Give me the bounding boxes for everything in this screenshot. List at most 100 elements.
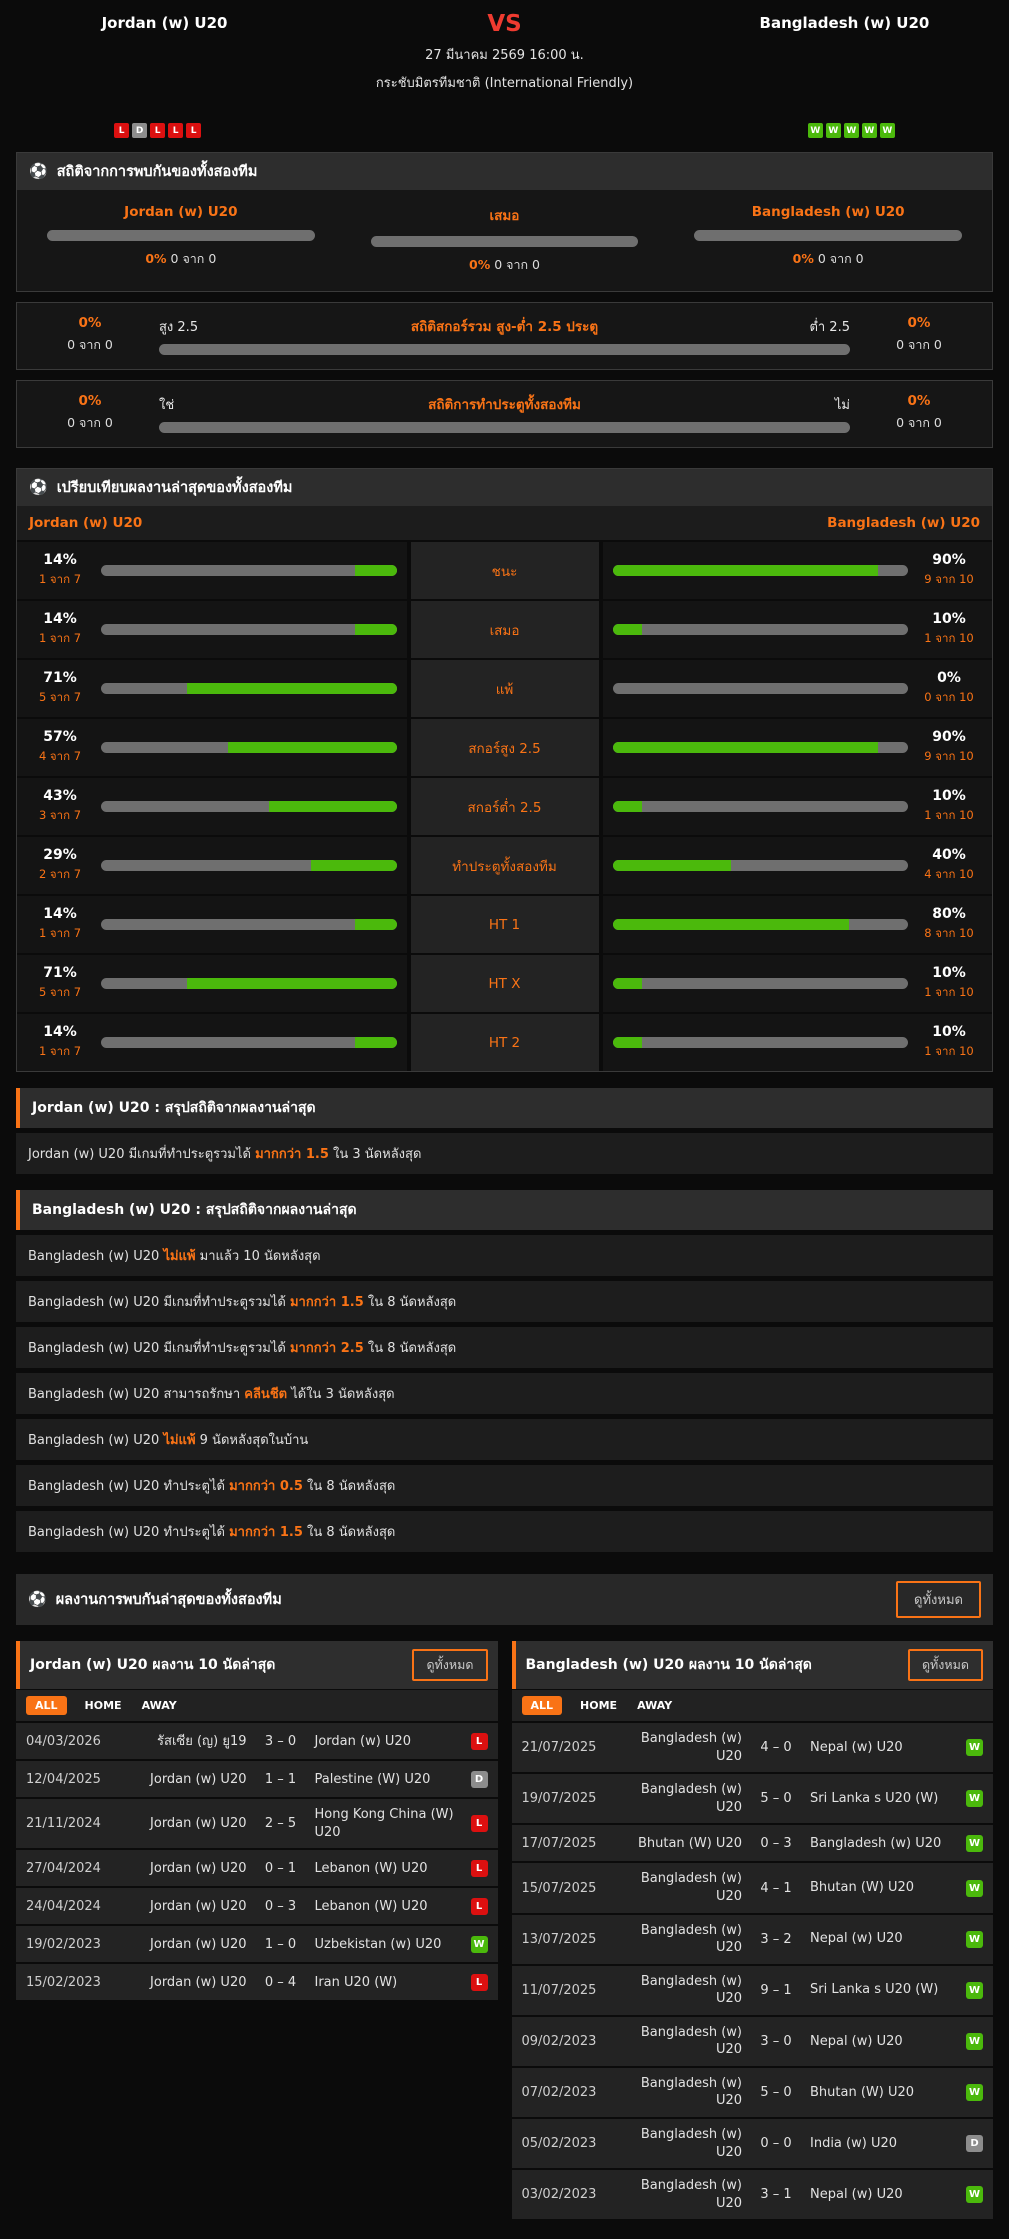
fact-text: Bangladesh (w) U20	[28, 1433, 164, 1449]
btts-bar	[159, 422, 850, 434]
match-date: 19/02/2023	[26, 1936, 101, 1952]
fact-text: Jordan (w) U20 มีเกมที่ทำประตูรวมได้	[28, 1147, 256, 1163]
home-bar	[101, 919, 397, 931]
away-view-all-button[interactable]: ดูทั้งหมด	[907, 1649, 983, 1682]
match-score: 9 – 1	[760, 1982, 792, 1998]
comparison-team-names: Jordan (w) U20 Bangladesh (w) U20	[17, 506, 992, 543]
h2h-bar	[370, 236, 639, 248]
match-row[interactable]: 05/02/2023 Bangladesh (w) U20 0 – 0 India (…	[511, 2118, 993, 2169]
match-home-team: Bangladesh (w) U20	[640, 1973, 742, 2007]
match-row[interactable]: 04/03/2026 รัสเซีย (ญ) ยู19 3 – 0 Jordan (w…	[16, 1723, 498, 1760]
ou-over-label: สูง 2.5	[159, 320, 199, 336]
match-row[interactable]: 21/07/2025 Bangladesh (w) U20 4 – 0 Nepal (…	[511, 1723, 993, 1773]
match-away-team: Nepal (w) U20	[810, 1931, 903, 1947]
match-row[interactable]: 24/04/2024 Jordan (w) U20 0 – 3 Lebanon (W)…	[16, 1888, 498, 1925]
match-date: 24/04/2024	[26, 1898, 101, 1914]
match-home-team: Bhutan (W) U20	[637, 1835, 742, 1851]
ou-under-label: ต่ำ 2.5	[809, 320, 850, 336]
comparison-away-cell: 90% 9 จาก 10	[602, 719, 992, 777]
view-all-button[interactable]: ดูทั้งหมด	[896, 1581, 981, 1619]
recent-section-title: ผลงานการพบกันล่าสุดของทั้งสองทีม	[55, 1592, 282, 1609]
match-result: W	[961, 2032, 983, 2050]
home-percent: 71%	[43, 670, 77, 687]
match-row[interactable]: 15/07/2025 Bangladesh (w) U20 4 – 1 Bhutan …	[511, 1863, 993, 1913]
away-fraction: 8 จาก 10	[924, 926, 974, 941]
recent-form-panels: Jordan (w) U20 ผลงาน 10 นัดล่าสุด ดูทั้ง…	[16, 1641, 993, 2220]
result-badge: L	[470, 1815, 488, 1833]
tab-all[interactable]: ALL	[521, 1696, 563, 1716]
away-form-badge: W	[861, 123, 877, 139]
fact-highlight: ไม่แพ้	[163, 1249, 196, 1265]
match-home-team: Jordan (w) U20	[150, 1936, 247, 1952]
match-away-team: Nepal (w) U20	[810, 2033, 903, 2049]
fact-highlight: มากกว่า 0.5	[229, 1479, 303, 1495]
match-row[interactable]: 15/02/2023 Jordan (w) U20 0 – 4 Iran U20 (W…	[16, 1964, 498, 2001]
fact-text: ได้ใน 3 นัดหลังสุด	[287, 1387, 395, 1403]
match-away-team: Nepal (w) U20	[810, 1740, 903, 1756]
away-percent-block: 10% 1 จาก 10	[916, 788, 982, 825]
tab-home[interactable]: HOME	[83, 1696, 124, 1715]
match-away-team: Nepal (w) U20	[810, 2186, 903, 2202]
ou-left-percent: 0%	[78, 315, 102, 332]
home-bar	[101, 978, 397, 990]
match-row[interactable]: 21/11/2024 Jordan (w) U20 2 – 5 Hong Kong C…	[16, 1799, 498, 1849]
fact-text: ใน 8 นัดหลังสุด	[363, 1341, 457, 1357]
match-row[interactable]: 07/02/2023 Bangladesh (w) U20 5 – 0 Bhutan …	[511, 2067, 993, 2117]
match-row[interactable]: 12/04/2025 Jordan (w) U20 1 – 1 Palestine (…	[16, 1761, 498, 1798]
h2h-column-stats: 0% 0 จาก 0	[792, 251, 864, 267]
home-percent-block: 14% 1 จาก 7	[27, 552, 93, 589]
match-row[interactable]: 09/02/2023 Bangladesh (w) U20 3 – 0 Nepal (…	[511, 2016, 993, 2066]
result-badge: W	[966, 1930, 983, 1948]
away-fraction: 1 จาก 10	[924, 1044, 974, 1059]
match-score: 1 – 1	[264, 1771, 297, 1787]
match-result: W	[961, 1930, 983, 1948]
away-percent-block: 0% 0 จาก 10	[916, 670, 982, 707]
match-away-team: Jordan (w) U20	[314, 1733, 411, 1749]
home-fraction: 5 จาก 7	[38, 690, 82, 705]
match-away-team: India (w) U20	[810, 2135, 898, 2151]
match-row[interactable]: 19/07/2025 Bangladesh (w) U20 5 – 0 Sri Lan…	[511, 1774, 993, 1824]
comparison-home-cell: 71% 5 จาก 7	[17, 955, 407, 1013]
away-fraction: 1 จาก 10	[924, 808, 974, 823]
result-badge: W	[966, 1981, 983, 1999]
comparison-away-cell: 40% 4 จาก 10	[602, 837, 992, 895]
match-row[interactable]: 27/04/2024 Jordan (w) U20 0 – 1 Lebanon (W)…	[16, 1850, 498, 1887]
home-fraction: 3 จาก 7	[38, 808, 82, 823]
tab-home[interactable]: HOME	[578, 1696, 619, 1715]
soccer-ball-icon: ⚽	[28, 1590, 47, 1609]
match-row[interactable]: 19/02/2023 Jordan (w) U20 1 – 0 Uzbekistan …	[16, 1926, 498, 1963]
away-bar	[612, 1037, 908, 1049]
ou-title: สถิติสกอร์รวม สูง-ต่ำ 2.5 ประตู	[410, 319, 599, 336]
vs-label: VS	[487, 11, 522, 37]
match-score: 5 – 0	[760, 2084, 792, 2100]
comparison-away-team: Bangladesh (w) U20	[827, 515, 980, 532]
fact-text: Bangladesh (w) U20	[28, 1249, 164, 1265]
match-score: 5 – 0	[760, 1791, 792, 1807]
tab-away[interactable]: AWAY	[635, 1696, 674, 1715]
home-summary-facts: Jordan (w) U20 มีเกมที่ทำประตูรวมได้ มาก…	[0, 1133, 1009, 1175]
match-score: 4 – 1	[760, 1880, 792, 1896]
btts-right-fraction: 0 จาก 0	[896, 415, 942, 431]
match-row[interactable]: 13/07/2025 Bangladesh (w) U20 3 – 2 Nepal (…	[511, 1914, 993, 1964]
match-row[interactable]: 03/02/2023 Bangladesh (w) U20 3 – 1 Nepal (…	[511, 2170, 993, 2220]
comparison-away-cell: 10% 1 จาก 10	[602, 601, 992, 659]
away-recent-header: Bangladesh (w) U20 ผลงาน 10 นัดล่าสุด ดู…	[511, 1641, 993, 1690]
away-fraction: 1 จาก 10	[924, 631, 974, 646]
match-row[interactable]: 11/07/2025 Bangladesh (w) U20 9 – 1 Sri Lan…	[511, 1965, 993, 2015]
btts-left-percent: 0%	[78, 393, 102, 410]
comparison-home-cell: 14% 1 จาก 7	[17, 601, 407, 659]
comparison-home-cell: 71% 5 จาก 7	[17, 660, 407, 718]
home-recent-matches: 04/03/2026 รัสเซีย (ญ) ยู19 3 – 0 Jordan (w…	[16, 1723, 498, 2001]
match-row[interactable]: 17/07/2025 Bhutan (W) U20 0 – 3 Bangladesh …	[511, 1825, 993, 1862]
comparison-away-cell: 10% 1 จาก 10	[602, 1014, 992, 1072]
tab-away[interactable]: AWAY	[140, 1696, 179, 1715]
home-view-all-button[interactable]: ดูทั้งหมด	[412, 1649, 488, 1682]
tab-all[interactable]: ALL	[26, 1696, 67, 1716]
result-badge: W	[966, 2032, 983, 2050]
away-percent-block: 40% 4 จาก 10	[916, 847, 982, 884]
btts-stats-body: 0% 0 จาก 0 ใช่ สถิติการทำประตูทั้งสองทีม…	[17, 381, 992, 447]
home-percent-block: 14% 1 จาก 7	[27, 1024, 93, 1061]
match-home-team: Bangladesh (w) U20	[640, 1871, 742, 1905]
